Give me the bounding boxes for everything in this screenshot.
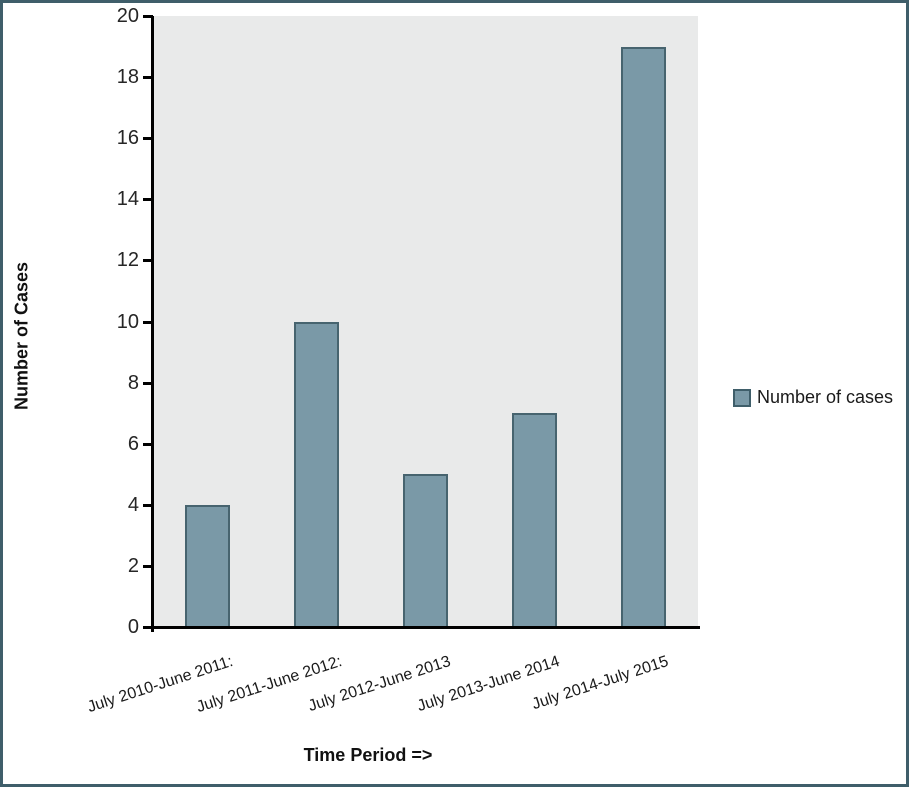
y-tick [143,442,153,446]
bar [185,504,230,627]
y-tick-label: 8 [127,371,139,394]
y-tick [143,320,153,324]
y-tick-label: 0 [127,616,139,638]
y-tick [143,381,153,385]
y-tick [143,76,153,80]
y-tick-label: 2 [127,554,139,577]
bar [403,474,448,627]
x-axis-title: Time Period => [303,745,433,765]
y-tick-label: 12 [116,249,139,272]
y-tick-label: 20 [116,5,139,27]
bar [512,413,557,627]
y-tick [143,15,153,18]
y-tick-label: 18 [116,66,139,89]
y-tick-label: 4 [127,493,139,516]
legend-swatch-icon [733,388,751,407]
x-axis [151,626,700,629]
y-tick-label: 10 [116,310,139,333]
y-tick [143,564,153,568]
bar [294,321,339,627]
y-tick [143,137,153,141]
y-tick [143,503,153,507]
y-tick [143,626,153,629]
y-tick [143,198,153,202]
y-axis [151,16,154,632]
y-tick-label: 14 [116,188,139,211]
bar [621,46,666,627]
y-tick-label: 6 [127,432,139,455]
legend-label: Number of cases [757,387,894,407]
y-tick [143,259,153,263]
y-tick-label: 16 [116,127,139,150]
y-axis-title: Number of Cases [11,261,32,411]
legend: Number of cases [733,387,893,408]
